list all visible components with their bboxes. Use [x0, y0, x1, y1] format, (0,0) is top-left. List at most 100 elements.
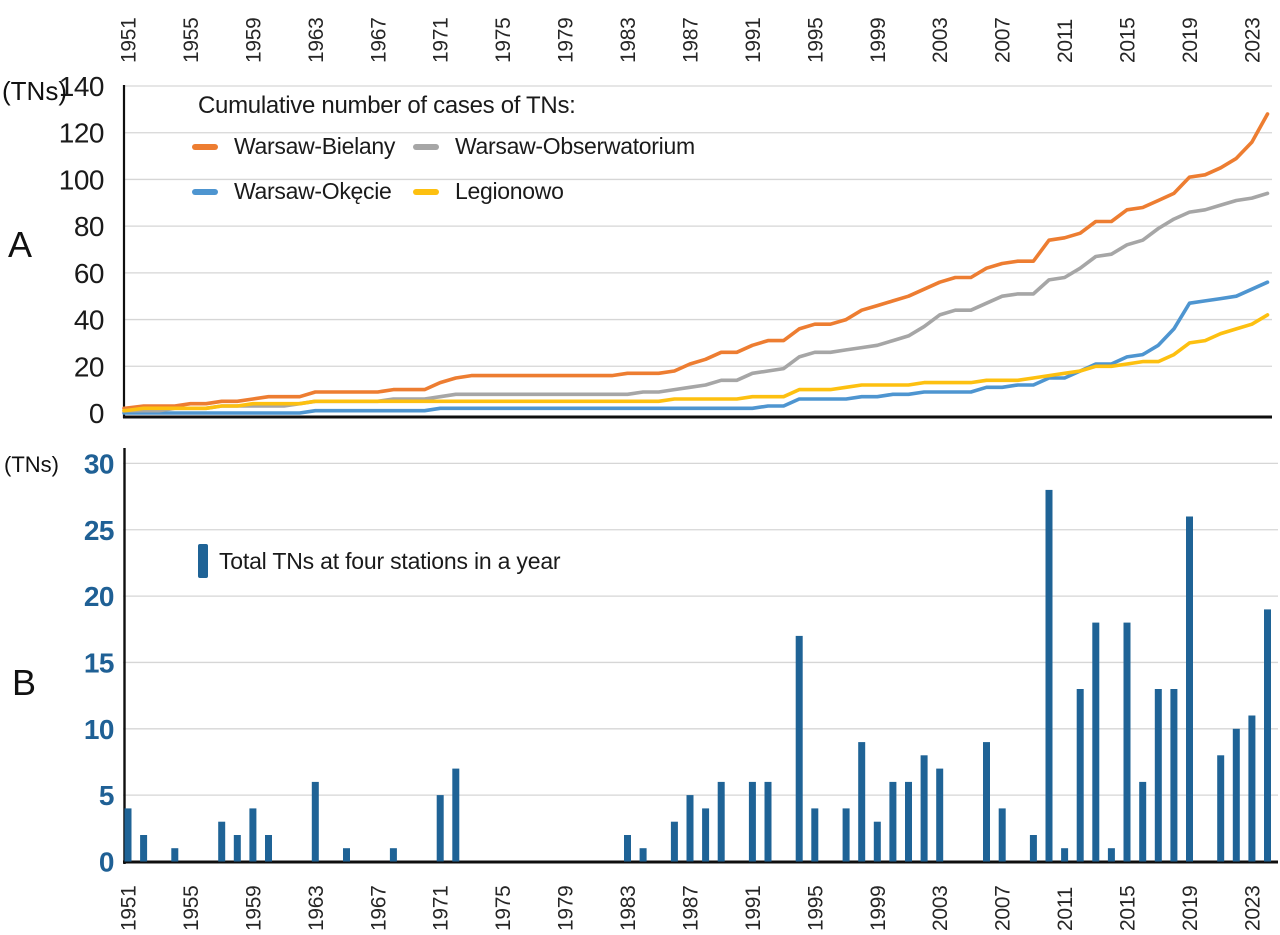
bar-2001	[905, 781, 912, 862]
bar-1998	[858, 742, 866, 862]
legend-label-legionowo: Legionowo	[455, 178, 564, 204]
legend-item-legionowo: Legionowo	[413, 178, 564, 205]
bar-1987	[686, 795, 694, 862]
bar-1971	[436, 795, 444, 862]
panel-a-tick-label: 120	[59, 118, 104, 149]
year-label-top: 2011	[1054, 19, 1077, 63]
year-label-top: 1999	[867, 17, 890, 63]
year-label-bottom: 1955	[180, 885, 203, 931]
bar-1994	[795, 635, 803, 862]
bar-2017	[1154, 689, 1162, 862]
bar-1963	[311, 781, 319, 862]
bar-1954	[171, 848, 179, 862]
year-label-bottom: 1995	[804, 885, 827, 931]
bar-2018	[1170, 689, 1178, 862]
panel-a-tick-label: 0	[89, 398, 104, 429]
bar-1989	[717, 781, 725, 862]
bar-2000	[889, 781, 897, 862]
bar-1986	[670, 821, 678, 862]
panel-a-tick-label: 100	[59, 164, 104, 195]
legend-label-obserwatorium: Warsaw-Obserwatorium	[455, 133, 695, 159]
year-label-top: 2003	[929, 17, 952, 63]
bar-1983	[624, 835, 631, 862]
panel-a-tick-label: 80	[74, 211, 104, 242]
bar-1992	[764, 781, 772, 862]
year-label-bottom: 1971	[430, 885, 453, 931]
bar-1959	[249, 808, 257, 862]
year-label-top: 1963	[305, 17, 328, 63]
panel-a-axis-unit: (TNs)	[2, 76, 67, 106]
year-label-bottom: 1963	[305, 885, 328, 931]
bar-2015	[1123, 622, 1131, 862]
series-line-legionowo	[122, 313, 1270, 413]
year-label-top: 1959	[242, 17, 265, 63]
year-label-top: 1983	[617, 17, 640, 63]
year-label-bottom: 2007	[992, 885, 1015, 931]
year-label-bottom: 1951	[118, 885, 141, 931]
year-label-bottom: 1983	[617, 885, 640, 931]
bar-2009	[1029, 835, 1037, 862]
panel-b-tick-label: 10	[84, 714, 114, 745]
year-label-top: 2007	[992, 17, 1015, 63]
panel-b-tick-label: 30	[84, 448, 114, 479]
year-label-top: 1987	[679, 17, 702, 63]
panel-a-x-axis	[123, 415, 1272, 419]
legionowo-line-swatch	[413, 188, 439, 195]
bar-1951	[124, 808, 132, 862]
panel-b-letter: B	[12, 662, 37, 703]
bar-1957	[218, 821, 226, 862]
legend-item-obserwatorium: Warsaw-Obserwatorium	[413, 133, 695, 160]
bar-1972	[452, 768, 460, 862]
bar-1965	[343, 848, 350, 862]
year-label-top: 1979	[555, 17, 578, 63]
bar-2014	[1107, 848, 1115, 862]
legend-b-swatch-wrap	[198, 544, 208, 583]
panel-b-tick-label: 5	[99, 780, 114, 811]
year-label-bottom: 1987	[679, 885, 702, 931]
bar-2021	[1217, 755, 1225, 862]
year-label-bottom: 2023	[1241, 885, 1264, 931]
legend-label-okecie: Warsaw-Okęcie	[234, 178, 392, 204]
year-label-top: 2023	[1241, 17, 1264, 63]
legend-item-bielany: Warsaw-Bielany	[192, 133, 395, 160]
year-label-top: 1971	[430, 17, 453, 63]
bar-2003	[936, 768, 944, 862]
year-label-top: 1991	[742, 17, 765, 63]
year-label-top: 1995	[804, 17, 827, 63]
panel-b-tick-label: 25	[84, 515, 114, 546]
panel-a-tick-label: 140	[59, 71, 104, 102]
year-label-bottom: 2003	[929, 885, 952, 931]
bar-1991	[748, 781, 756, 862]
okecie-line-swatch	[192, 188, 218, 195]
bar-1988	[702, 808, 710, 862]
year-label-bottom: 2019	[1179, 885, 1202, 931]
year-label-top: 1975	[492, 17, 515, 63]
year-label-bottom: 1959	[242, 885, 265, 931]
bar-1984	[639, 848, 647, 862]
year-label-top: 2019	[1179, 17, 1202, 63]
total-tns-bar-swatch	[198, 544, 208, 578]
year-label-top: 1955	[180, 17, 203, 63]
year-label-top: 1967	[367, 17, 390, 63]
bar-2013	[1092, 622, 1100, 862]
panel-a-tick-label: 40	[74, 305, 104, 336]
bar-2022	[1232, 728, 1240, 862]
year-label-top: 1951	[118, 17, 141, 63]
series-line-warsaw-bielany	[122, 112, 1270, 411]
year-label-bottom: 1991	[742, 885, 765, 931]
legend-a-title: Cumulative number of cases of TNs:	[198, 92, 576, 119]
bar-2012	[1076, 689, 1084, 862]
bar-1999	[873, 821, 881, 862]
bar-2007	[998, 808, 1006, 862]
bar-2006	[983, 742, 990, 862]
bar-1952	[140, 835, 148, 862]
panel-a-tick-label: 20	[74, 351, 104, 382]
bar-1995	[811, 808, 819, 862]
series-line-warsaw-ok-cie	[122, 280, 1270, 415]
bar-1958	[233, 835, 241, 862]
panel-b-tick-label: 20	[84, 581, 114, 612]
panel-b-x-axis	[123, 860, 1278, 864]
year-label-bottom: 1975	[492, 885, 515, 931]
